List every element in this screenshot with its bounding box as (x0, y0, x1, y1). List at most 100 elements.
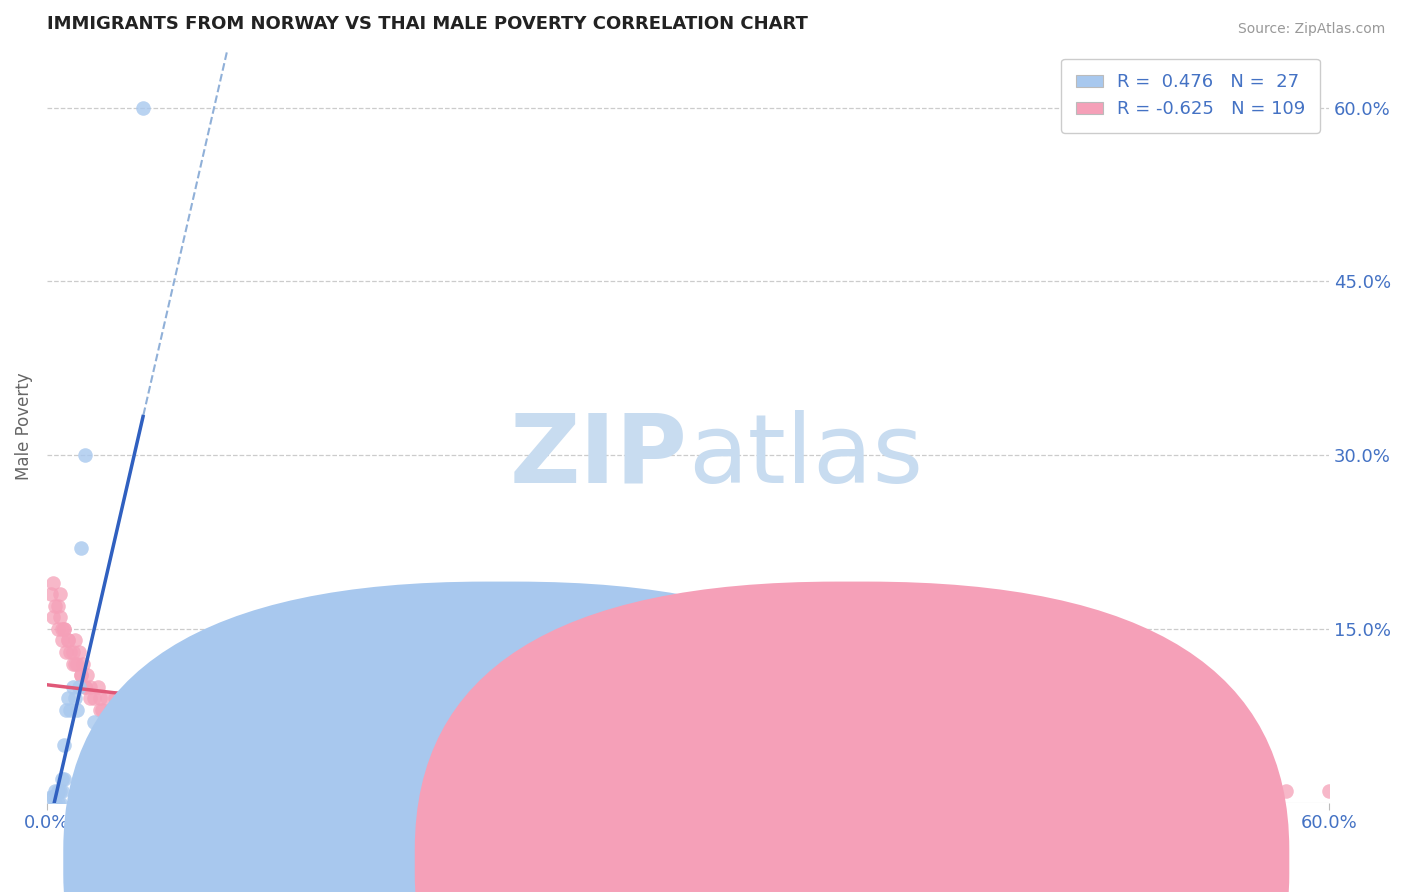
Point (186, 726, 208, 740)
Point (463, 761, 485, 775)
Point (356, 761, 378, 775)
Point (890, 772, 912, 787)
Point (79, 784, 101, 798)
Point (66, 657, 89, 671)
Point (42, 789, 65, 804)
Point (527, 749, 550, 764)
Point (218, 738, 240, 752)
Point (676, 772, 699, 787)
Point (569, 772, 592, 787)
Point (79, 691, 101, 706)
Point (63, 657, 86, 671)
Point (1104, 784, 1126, 798)
Point (55, 645, 77, 659)
Point (976, 772, 998, 787)
Point (53, 772, 76, 787)
Point (75, 680, 97, 694)
Point (228, 726, 250, 740)
Point (83, 691, 105, 706)
Point (53, 622, 76, 636)
Point (783, 772, 806, 787)
Point (44, 599, 66, 613)
Point (378, 761, 401, 775)
Point (87, 680, 110, 694)
Point (63, 633, 86, 648)
Point (804, 761, 827, 775)
Point (58, 633, 80, 648)
Point (848, 772, 870, 787)
Point (356, 749, 378, 764)
Point (195, 738, 218, 752)
Point (100, 703, 122, 717)
Point (51, 622, 73, 636)
Point (441, 749, 464, 764)
Point (39, 789, 62, 804)
Point (121, 714, 143, 729)
Point (44, 784, 66, 798)
Point (100, 738, 122, 752)
Point (59, 645, 82, 659)
Text: atlas: atlas (688, 409, 924, 503)
Point (46, 622, 69, 636)
Point (55, 703, 77, 717)
Point (399, 749, 422, 764)
Point (63, 691, 86, 706)
Point (100, 703, 122, 717)
Point (292, 749, 315, 764)
Point (112, 703, 135, 717)
Point (75, 448, 97, 462)
Point (132, 101, 155, 115)
Point (42, 610, 65, 624)
Point (420, 761, 443, 775)
Point (1147, 772, 1170, 787)
Point (48, 796, 70, 810)
Point (1062, 772, 1084, 787)
Point (83, 714, 105, 729)
Point (121, 714, 143, 729)
Point (592, 761, 614, 775)
Point (91, 703, 114, 717)
Point (762, 772, 785, 787)
Point (155, 714, 177, 729)
Point (1275, 784, 1298, 798)
Point (44, 796, 66, 810)
Point (70, 541, 93, 555)
Legend: R =  0.476   N =  27, R = -0.625   N = 109: R = 0.476 N = 27, R = -0.625 N = 109 (1062, 59, 1320, 133)
Point (506, 772, 529, 787)
Point (51, 784, 73, 798)
Point (1211, 784, 1233, 798)
Point (89, 726, 111, 740)
Point (634, 761, 657, 775)
Point (48, 610, 70, 624)
Point (249, 738, 271, 752)
Text: Immigrants from Norway: Immigrants from Norway (523, 853, 731, 871)
Point (249, 749, 271, 764)
Point (1317, 784, 1340, 798)
Point (142, 726, 165, 740)
Point (111, 714, 134, 729)
Point (59, 703, 82, 717)
Point (420, 738, 443, 752)
Point (96, 691, 118, 706)
Point (104, 691, 127, 706)
Point (506, 761, 529, 775)
Point (75, 680, 97, 694)
Y-axis label: Male Poverty: Male Poverty (15, 372, 32, 480)
Point (46, 784, 69, 798)
Point (66, 703, 89, 717)
Text: Thais: Thais (872, 853, 915, 871)
Point (592, 772, 614, 787)
Point (1189, 784, 1212, 798)
Point (1232, 772, 1254, 787)
Point (42, 575, 65, 590)
Point (720, 761, 742, 775)
Point (72, 657, 94, 671)
Point (53, 622, 76, 636)
Point (165, 726, 187, 740)
Point (46, 599, 69, 613)
Point (613, 749, 636, 764)
Point (207, 738, 229, 752)
Point (186, 738, 208, 752)
Point (108, 714, 131, 729)
Point (58, 691, 80, 706)
